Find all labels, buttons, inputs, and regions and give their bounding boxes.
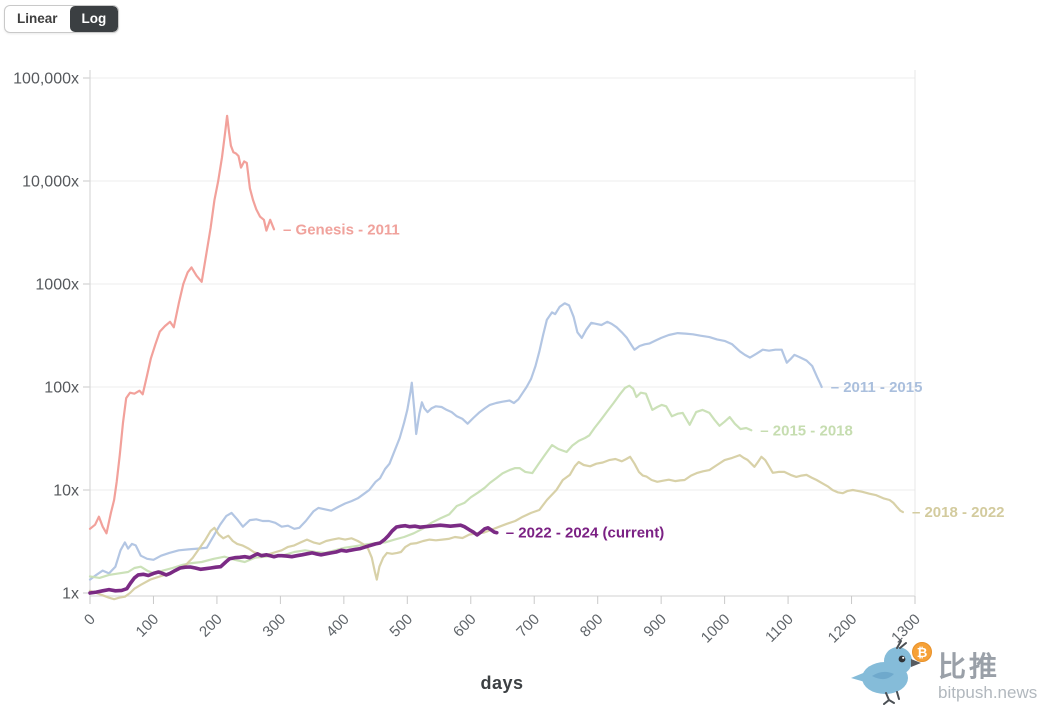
brand-name-cn: 比推	[938, 650, 1000, 683]
series-label-genesis-2011: – Genesis - 2011	[283, 221, 400, 238]
linear-toggle-button[interactable]: Linear	[5, 6, 70, 32]
series-line-2022-2024-current	[88, 523, 499, 595]
svg-text:₿: ₿	[917, 646, 928, 661]
series-line-genesis-2011	[88, 114, 276, 535]
x-tick-label: 900	[640, 611, 670, 641]
series-line-2011-2015	[88, 302, 823, 581]
x-tick-label: 200	[196, 611, 226, 641]
twitter-bird-icon	[851, 640, 921, 705]
y-tick-label: 100x	[44, 380, 79, 397]
y-tick-label: 1000x	[35, 277, 79, 294]
series-label-2011-2015: – 2011 - 2015	[831, 379, 923, 396]
x-tick-label: 300	[259, 611, 289, 641]
series-label-2022-2024-current: – 2022 - 2024 (current)	[506, 525, 664, 542]
x-tick-label: 700	[513, 611, 543, 641]
y-tick-label: 100,000x	[13, 71, 79, 88]
series-line-2018-2022	[88, 454, 905, 601]
scale-toggle: Linear Log	[4, 5, 120, 34]
x-tick-label: 1100	[762, 611, 797, 646]
y-tick-label: 1x	[62, 586, 79, 603]
x-tick-label: 400	[323, 611, 353, 641]
x-tick-label: 1000	[698, 611, 734, 647]
x-axis-title: days	[480, 673, 524, 693]
log-toggle-button[interactable]: Log	[69, 6, 119, 33]
series-label-2015-2018: – 2015 - 2018	[760, 422, 853, 439]
y-tick-label: 10x	[53, 483, 79, 500]
x-tick-label: 800	[577, 611, 607, 641]
series-line-2015-2018	[88, 384, 753, 580]
x-tick-label: 100	[133, 611, 163, 641]
x-tick-label: 600	[450, 611, 480, 641]
brand-domain: bitpush.news	[938, 683, 1037, 702]
x-tick-label: 0	[81, 611, 99, 629]
bitcoin-icon: ₿	[912, 642, 932, 662]
watermark: ₿ 比推 bitpush.news	[851, 640, 1037, 705]
series-label-2018-2022: – 2018 - 2022	[912, 504, 1005, 521]
y-tick-label: 10,000x	[22, 174, 79, 191]
x-tick-label: 500	[386, 611, 416, 641]
